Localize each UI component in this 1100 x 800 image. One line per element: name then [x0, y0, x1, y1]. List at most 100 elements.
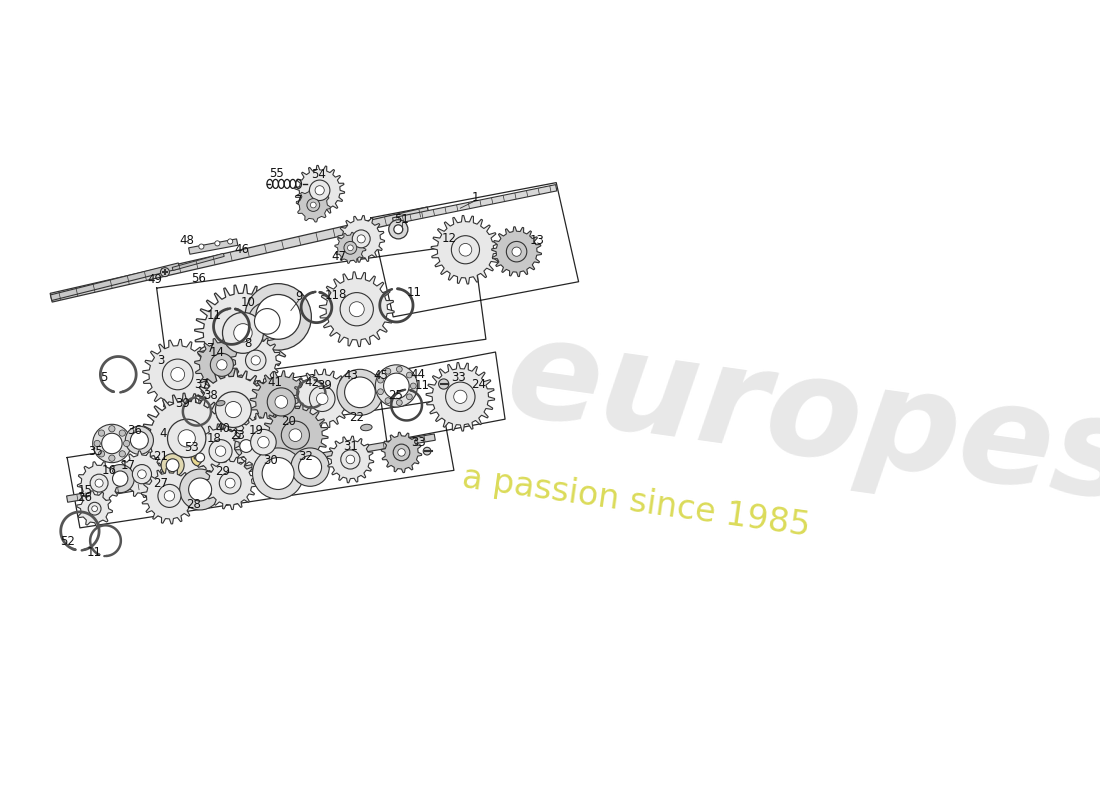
Polygon shape	[492, 226, 541, 277]
Circle shape	[396, 366, 403, 372]
Circle shape	[222, 313, 263, 354]
Circle shape	[249, 302, 286, 341]
Text: 8: 8	[339, 288, 345, 301]
Polygon shape	[334, 232, 366, 263]
Polygon shape	[319, 272, 394, 346]
Text: 42: 42	[305, 375, 319, 389]
Circle shape	[109, 426, 116, 432]
Polygon shape	[143, 339, 212, 410]
Circle shape	[352, 230, 371, 248]
Circle shape	[298, 456, 321, 478]
Text: 36: 36	[126, 423, 142, 437]
Circle shape	[346, 455, 354, 464]
Circle shape	[424, 447, 431, 455]
Text: 28: 28	[186, 498, 200, 510]
Circle shape	[512, 247, 521, 256]
Circle shape	[119, 430, 125, 436]
Polygon shape	[204, 457, 256, 510]
Circle shape	[226, 478, 235, 488]
Text: 55: 55	[268, 166, 284, 179]
Circle shape	[459, 243, 472, 256]
Polygon shape	[77, 462, 121, 505]
Polygon shape	[338, 215, 385, 262]
Circle shape	[375, 365, 418, 407]
Polygon shape	[192, 369, 274, 450]
Circle shape	[132, 465, 152, 484]
Circle shape	[384, 373, 409, 398]
Circle shape	[191, 449, 209, 466]
Circle shape	[98, 430, 104, 436]
Circle shape	[161, 268, 169, 277]
Text: 11: 11	[324, 290, 340, 302]
Circle shape	[253, 448, 304, 499]
Text: 48: 48	[179, 234, 194, 246]
Circle shape	[275, 395, 287, 408]
Circle shape	[341, 450, 360, 469]
Circle shape	[398, 449, 405, 456]
Circle shape	[196, 453, 205, 462]
Text: 8: 8	[244, 338, 252, 350]
Circle shape	[245, 284, 311, 350]
Circle shape	[219, 472, 241, 494]
Circle shape	[348, 245, 353, 250]
Circle shape	[138, 470, 146, 478]
Circle shape	[446, 382, 475, 411]
Text: 24: 24	[471, 378, 486, 391]
Text: 10: 10	[241, 296, 255, 310]
Text: 51: 51	[394, 213, 409, 226]
Circle shape	[106, 465, 134, 493]
Polygon shape	[119, 451, 165, 498]
Text: a passion since 1985: a passion since 1985	[460, 462, 813, 543]
Circle shape	[199, 244, 204, 249]
Text: 9: 9	[296, 290, 303, 303]
Text: 14: 14	[210, 346, 224, 358]
Circle shape	[289, 429, 301, 442]
Polygon shape	[382, 432, 421, 473]
Circle shape	[317, 393, 328, 405]
Circle shape	[407, 372, 412, 378]
Circle shape	[309, 386, 336, 411]
Polygon shape	[234, 413, 293, 472]
Circle shape	[315, 186, 324, 195]
Text: 43: 43	[343, 370, 358, 382]
Circle shape	[254, 309, 280, 334]
Text: 32: 32	[298, 450, 314, 462]
Circle shape	[161, 454, 184, 477]
Circle shape	[119, 450, 125, 457]
Circle shape	[340, 293, 373, 326]
Circle shape	[179, 469, 221, 510]
Text: 12: 12	[441, 232, 456, 245]
Polygon shape	[231, 335, 280, 386]
Text: 37: 37	[194, 378, 209, 390]
Text: 21: 21	[154, 450, 168, 462]
Circle shape	[131, 431, 149, 450]
Text: 17: 17	[120, 458, 135, 472]
Text: 19: 19	[249, 423, 263, 437]
Text: 44: 44	[410, 368, 425, 381]
Polygon shape	[51, 263, 179, 301]
Text: 45: 45	[373, 370, 388, 382]
Text: 5: 5	[100, 371, 108, 384]
Circle shape	[344, 377, 375, 408]
Polygon shape	[77, 490, 112, 526]
Polygon shape	[250, 370, 312, 433]
Text: 27: 27	[154, 477, 168, 490]
Text: 53: 53	[185, 441, 199, 454]
Circle shape	[210, 354, 233, 376]
Circle shape	[267, 388, 296, 416]
Text: 30: 30	[263, 454, 278, 467]
Text: 23: 23	[230, 430, 245, 442]
Circle shape	[226, 402, 241, 418]
Text: 46: 46	[234, 243, 250, 256]
Text: 56: 56	[190, 272, 206, 285]
Circle shape	[163, 359, 194, 390]
Text: 4: 4	[160, 426, 167, 440]
Circle shape	[393, 444, 410, 461]
Circle shape	[216, 392, 251, 427]
Circle shape	[209, 440, 232, 462]
Circle shape	[388, 220, 408, 239]
Text: 47: 47	[331, 250, 346, 262]
Polygon shape	[431, 215, 499, 284]
Circle shape	[94, 440, 100, 446]
Text: 20: 20	[282, 414, 296, 427]
